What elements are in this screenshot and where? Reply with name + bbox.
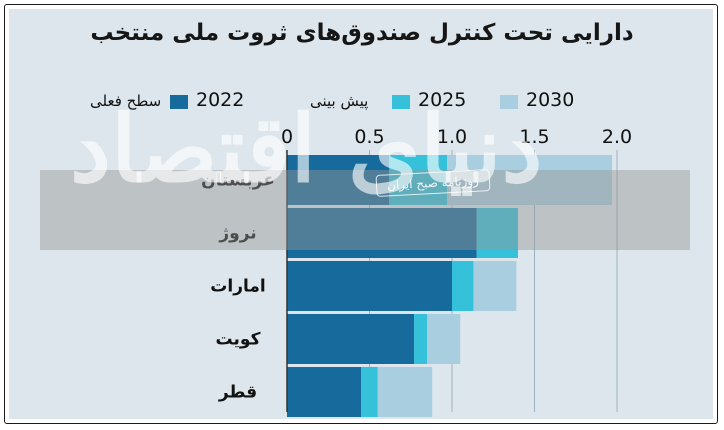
category-label: عربستان — [201, 171, 275, 191]
legend-label-2030: 2030 — [526, 89, 575, 111]
bar-segment-2025 — [361, 367, 378, 417]
legend-swatch-2030 — [500, 95, 518, 109]
x-tick-label: 2.0 — [602, 126, 632, 148]
chart-frame — [4, 4, 718, 424]
bar-segment-2030 — [447, 155, 613, 205]
legend-label-2022: 2022 — [196, 89, 245, 111]
bar-segment-2022 — [287, 155, 390, 205]
bar-segment-2030 — [473, 261, 517, 311]
legend-forecast-label: پیش بینی — [310, 92, 369, 110]
legend-swatch-2022 — [170, 95, 188, 109]
x-tick-label: 0 — [281, 126, 293, 148]
x-tick-label: 1.5 — [519, 126, 549, 148]
chart-title: دارایی تحت کنترل صندوق‌های ثروت ملی منتخ… — [90, 20, 634, 46]
bar-segment-2022 — [287, 314, 415, 364]
category-label: نروژ — [218, 224, 256, 244]
bar-segment-2025 — [414, 314, 428, 364]
bar-segment-2030 — [427, 314, 461, 364]
legend-label-2025: 2025 — [418, 89, 467, 111]
legend-current-label: سطح فعلی — [90, 92, 162, 110]
legend-swatch-2025 — [392, 95, 410, 109]
bar-segment-2030 — [377, 367, 433, 417]
category-label: امارات — [210, 277, 265, 297]
watermark-band — [40, 170, 690, 250]
bar-segment-2022 — [287, 367, 362, 417]
watermark-logo: دنیای اقتصاد — [70, 95, 544, 203]
x-tick-label: 1.0 — [437, 126, 467, 148]
bar-segment-2022 — [287, 208, 477, 258]
bar-segment-2025 — [452, 261, 474, 311]
bar-segment-2022 — [287, 261, 452, 311]
category-label: کویت — [216, 330, 261, 350]
category-label: قطر — [218, 383, 257, 403]
bar-segment-2025 — [476, 208, 518, 258]
bar-segment-2025 — [389, 155, 448, 205]
x-tick-label: 0.5 — [354, 126, 384, 148]
